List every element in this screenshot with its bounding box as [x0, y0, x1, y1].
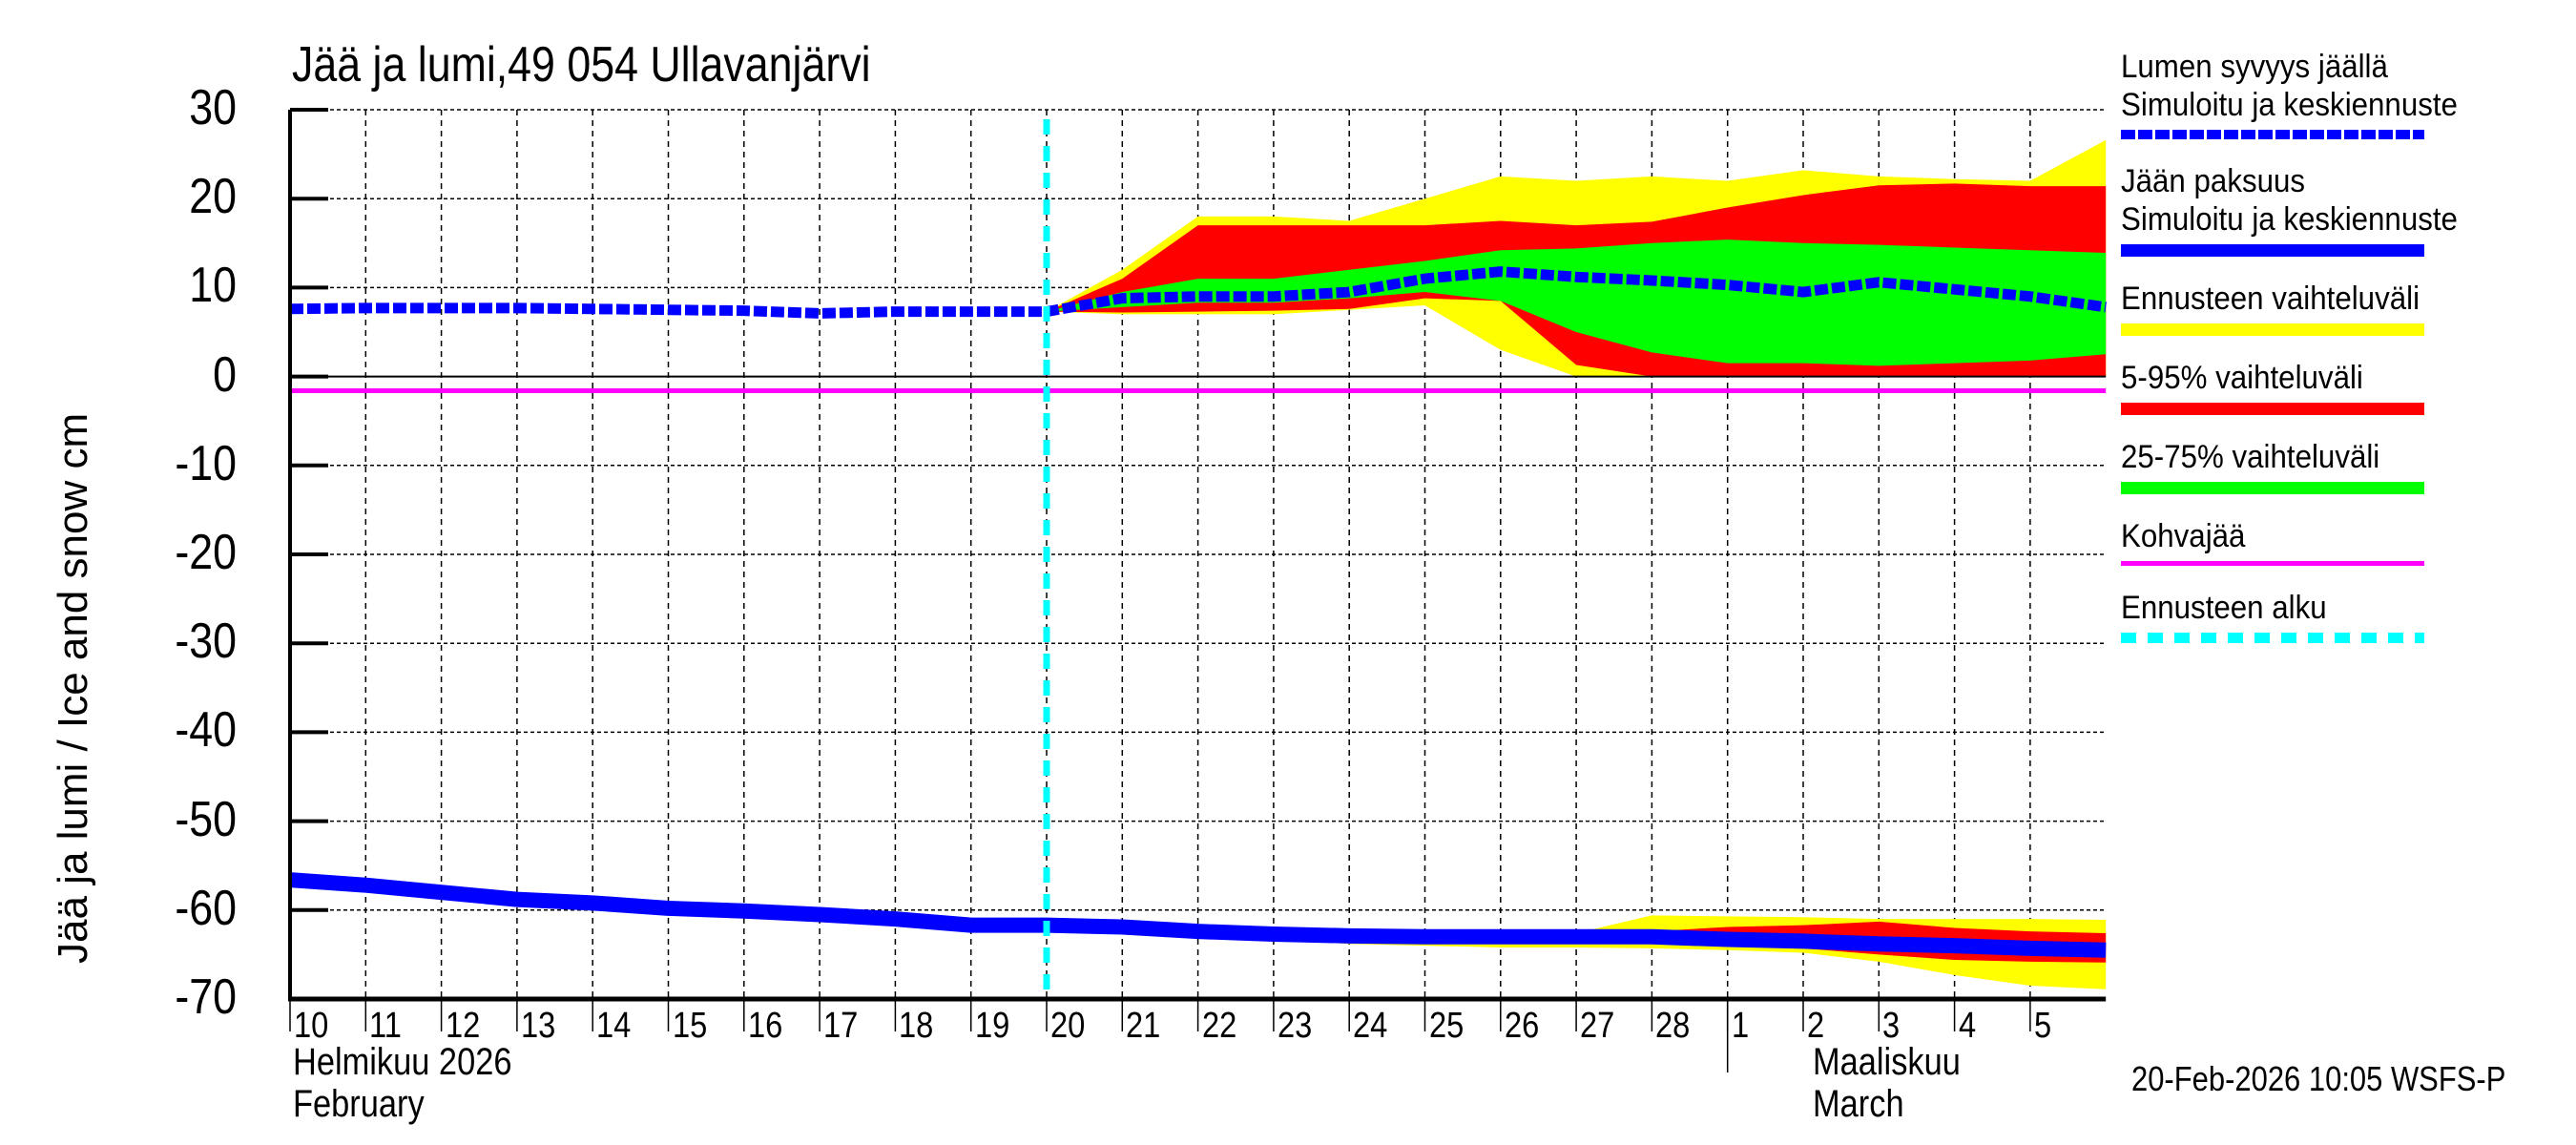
legend-item: 25-75% vaihteluväli [2121, 438, 2569, 494]
snow-p25-75-band [1047, 239, 2107, 366]
legend-item: Kohvajää [2121, 517, 2569, 566]
x-tick-label: 17 [823, 1006, 859, 1046]
chart-title: Jää ja lumi,49 054 Ullavanjärvi [292, 37, 871, 93]
y-tick-label: 0 [213, 346, 237, 403]
y-tick-label: 10 [189, 258, 237, 314]
legend-swatch [2121, 561, 2424, 566]
x-tick-label: 12 [445, 1006, 480, 1046]
legend-label: Lumen syvyys jäällä [2121, 49, 2388, 85]
y-tick-label: -60 [175, 880, 237, 936]
month-label-march-en: March [1813, 1083, 1904, 1125]
month-label-february-en: February [293, 1083, 425, 1125]
x-tick-label: 5 [2033, 1006, 2052, 1046]
legend-item: 5-95% vaihteluväli [2121, 359, 2569, 415]
ice-thickness-line [289, 872, 2107, 958]
x-tick-label: 26 [1504, 1006, 1540, 1046]
legend-label: Ennusteen alku [2121, 590, 2327, 626]
month-label-march-fi: Maaliskuu [1813, 1041, 1961, 1083]
legend-label: Ennusteen vaihteluväli [2121, 281, 2420, 317]
x-tick-label: 16 [747, 1006, 783, 1046]
snow-depth-line [289, 266, 2107, 319]
y-tick-label: -70 [175, 969, 237, 1025]
x-tick-label: 13 [520, 1006, 556, 1046]
y-tick-label: 30 [189, 80, 237, 135]
legend-label: Kohvajää [2121, 518, 2246, 554]
x-tick-label: 28 [1655, 1006, 1691, 1046]
x-tick-label: 15 [672, 1006, 707, 1046]
x-tick-label: 2 [1807, 1006, 1825, 1046]
legend-item: Jään paksuus Simuloitu ja keskiennuste [2121, 162, 2569, 257]
legend-label: Jään paksuus [2121, 163, 2306, 199]
x-tick-label: 4 [1958, 1006, 1976, 1046]
y-tick-label: 20 [189, 169, 237, 225]
x-tick-label: 18 [899, 1006, 934, 1046]
y-tick-label: -50 [175, 791, 237, 847]
axes [288, 108, 2107, 1072]
legend-label: Simuloitu ja keskiennuste [2121, 87, 2458, 123]
timestamp: 20-Feb-2026 10:05 WSFS-P [2131, 1059, 2506, 1098]
legend-swatch [2121, 633, 2424, 643]
y-tick-label: -20 [175, 525, 237, 580]
legend-swatch [2121, 130, 2424, 139]
y-tick-label: -10 [175, 435, 237, 491]
x-tick-label: 11 [369, 1006, 403, 1046]
x-tick-label: 1 [1731, 1006, 1749, 1046]
y-axis-label: Jää ja lumi / Ice and snow cm [50, 412, 96, 964]
x-tick-label: 3 [1882, 1006, 1901, 1046]
legend-label: Simuloitu ja keskiennuste [2121, 201, 2458, 238]
legend-item: Ennusteen vaihteluväli [2121, 280, 2569, 336]
legend-label: 5-95% vaihteluväli [2121, 360, 2363, 396]
x-tick-label: 22 [1201, 1006, 1236, 1046]
x-tick-label: 10 [294, 1006, 329, 1046]
x-tick-label: 20 [1050, 1006, 1086, 1046]
legend-swatch [2121, 403, 2424, 415]
legend-item: Ennusteen alku [2121, 589, 2569, 643]
x-tick-label: 21 [1126, 1006, 1161, 1046]
x-tick-label: 27 [1580, 1006, 1615, 1046]
legend-swatch [2121, 323, 2424, 336]
series-lines [289, 119, 2107, 999]
legend: Lumen syvyys jäällä Simuloitu ja keskienn… [2121, 48, 2569, 666]
y-tick-label: -30 [175, 614, 237, 670]
x-tick-label: 23 [1277, 1006, 1313, 1046]
x-tick-label: 19 [974, 1006, 1010, 1046]
legend-item: Lumen syvyys jäällä Simuloitu ja keskienn… [2121, 48, 2569, 139]
x-tick-label: 14 [596, 1006, 632, 1046]
y-tick-label: -40 [175, 702, 237, 759]
x-tick-label: 25 [1428, 1006, 1464, 1046]
legend-swatch [2121, 244, 2424, 257]
legend-swatch [2121, 482, 2424, 494]
legend-label: 25-75% vaihteluväli [2121, 439, 2380, 475]
x-tick-label: 24 [1353, 1006, 1388, 1046]
ice-p5-95-band [1047, 921, 2107, 963]
month-label-february-fi: Helmikuu 2026 [293, 1041, 512, 1083]
